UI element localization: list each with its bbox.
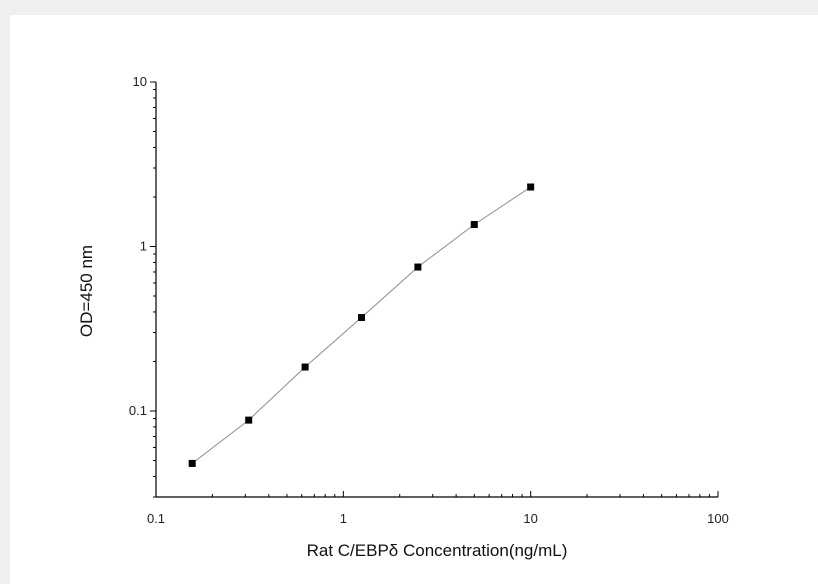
data-point [527,183,535,191]
data-point [301,363,309,371]
x-tick-label: 10 [523,511,537,526]
y-tick-label: 1 [140,238,147,253]
data-point [245,416,253,424]
y-tick-label: 0.1 [129,403,147,418]
series [188,183,535,467]
chart-card [10,15,818,584]
x-axis-title: Rat C/EBPδ Concentration(ng/mL) [307,541,568,560]
x-tick-label: 0.1 [147,511,165,526]
data-point [188,459,196,467]
y-axis-title: OD=450 nm [77,245,96,337]
series-line [191,186,531,464]
axes [155,82,718,498]
x-tick-label: 1 [340,511,347,526]
data-point [357,314,365,322]
data-point [414,263,422,271]
ticks: 0.1 1 10 100 0.1 1 10 [129,74,729,526]
y-tick-label: 10 [133,74,147,89]
x-tick-label: 100 [707,511,729,526]
data-point [470,221,478,229]
